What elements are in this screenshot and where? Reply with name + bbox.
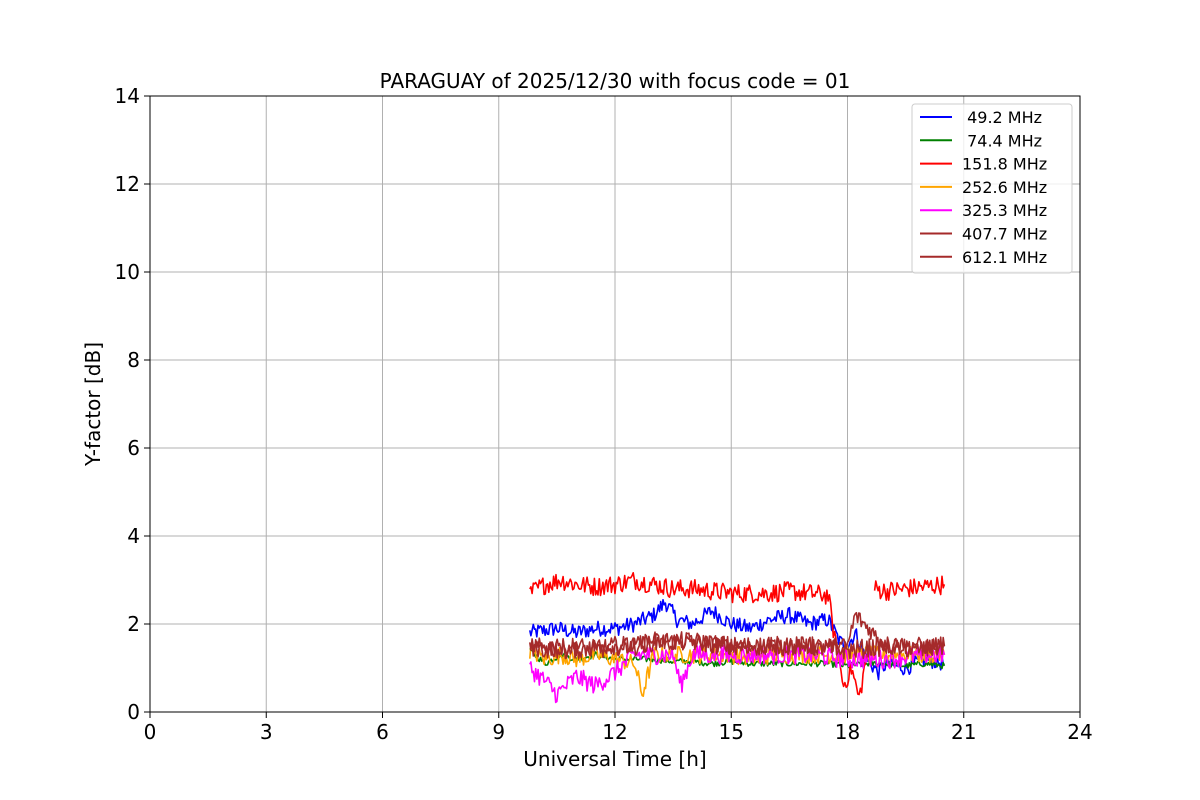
series-line	[529, 571, 868, 696]
legend-label: 407.7 MHz	[962, 225, 1047, 244]
y-tick-label: 2	[127, 612, 140, 636]
series-line	[529, 611, 946, 660]
x-tick-label: 0	[144, 720, 157, 744]
y-tick-label: 8	[127, 348, 140, 372]
x-tick-label: 18	[835, 720, 860, 744]
x-tick-label: 15	[719, 720, 744, 744]
y-tick-label: 14	[115, 84, 140, 108]
legend-label: 252.6 MHz	[962, 178, 1047, 197]
legend-label: 49.2 MHz	[962, 108, 1042, 127]
y-tick-label: 10	[115, 260, 140, 284]
series-612-1-mhz	[529, 631, 945, 660]
series-line	[529, 631, 945, 660]
x-tick-label: 3	[260, 720, 273, 744]
series-line	[873, 575, 946, 602]
x-tick-label: 6	[376, 720, 389, 744]
y-tick-label: 4	[127, 524, 140, 548]
series-49-2-mhz	[529, 598, 945, 681]
series-layer	[529, 571, 946, 704]
series-151-8-mhz	[529, 571, 946, 696]
x-tick-label: 21	[951, 720, 976, 744]
y-tick-label: 12	[115, 172, 140, 196]
y-tick-label: 0	[127, 700, 140, 724]
legend: 49.2 MHz 74.4 MHz 151.8 MHz 252.6 MHz 325.3…	[911, 103, 1073, 274]
x-tick-label: 24	[1067, 720, 1092, 744]
chart-title: PARAGUAY of 2025/12/30 with focus code =…	[380, 69, 851, 93]
legend-label: 612.1 MHz	[962, 248, 1047, 267]
y-axis-label: Y-factor [dB]	[81, 342, 105, 467]
x-axis-label: Universal Time [h]	[523, 747, 706, 771]
legend-box	[911, 103, 1073, 274]
series-407-7-mhz	[529, 611, 946, 660]
x-tick-label: 9	[492, 720, 505, 744]
legend-label: 74.4 MHz	[962, 131, 1042, 150]
legend-label: 325.3 MHz	[962, 201, 1047, 220]
y-tick-label: 6	[127, 436, 140, 460]
legend-label: 151.8 MHz	[962, 155, 1047, 174]
legend-entries: 49.2 MHz 74.4 MHz 151.8 MHz 252.6 MHz 325.3…	[920, 108, 1047, 267]
series-line	[529, 598, 945, 681]
x-tick-label: 12	[602, 720, 627, 744]
